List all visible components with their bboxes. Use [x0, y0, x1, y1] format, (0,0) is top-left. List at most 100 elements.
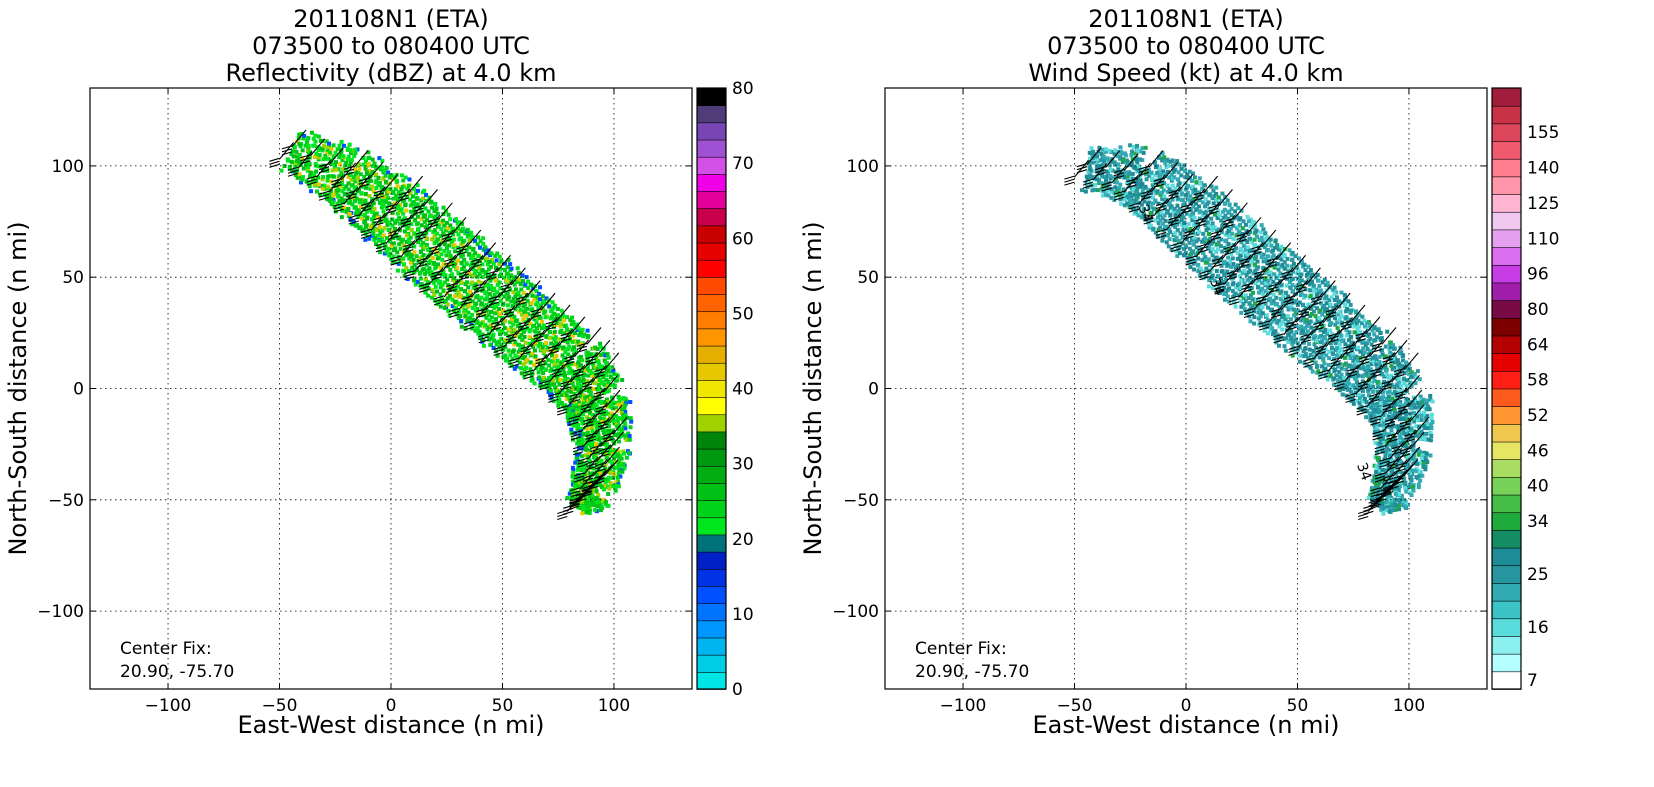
- data-cell: [1261, 265, 1266, 270]
- data-cell: [1231, 281, 1236, 286]
- data-cell: [1279, 322, 1284, 327]
- data-cell: [615, 452, 620, 457]
- barb-shaft: [328, 147, 344, 166]
- data-cell: [1185, 197, 1190, 202]
- data-cell: [378, 250, 383, 255]
- data-cell: [1252, 224, 1257, 229]
- data-cell: [1313, 300, 1318, 305]
- data-cell: [1221, 221, 1226, 226]
- data-cell: [475, 242, 480, 247]
- data-cell: [506, 257, 511, 262]
- data-cell: [477, 266, 482, 271]
- barb-feather: [306, 178, 317, 183]
- data-cell: [453, 306, 458, 311]
- data-cell: [1188, 226, 1193, 231]
- y-tick-label: 100: [52, 157, 84, 177]
- data-cell: [1192, 215, 1197, 220]
- data-cell: [336, 186, 341, 191]
- data-cell: [358, 198, 363, 203]
- barb-feather: [306, 175, 317, 180]
- data-cell: [577, 368, 582, 373]
- data-cell: [623, 422, 628, 427]
- data-cell: [567, 344, 572, 349]
- data-cell: [370, 170, 375, 175]
- data-cell: [1112, 160, 1117, 165]
- data-cell: [1259, 280, 1264, 285]
- data-cell: [314, 189, 319, 194]
- data-cell: [536, 306, 541, 311]
- data-cell: [495, 327, 500, 332]
- barb-feather: [456, 248, 467, 253]
- barb-feather: [539, 386, 550, 391]
- barb-feather: [333, 202, 344, 207]
- data-cell: [1112, 175, 1117, 180]
- data-cell: [618, 474, 623, 479]
- data-cell: [1317, 283, 1322, 288]
- data-cell: [1248, 229, 1253, 234]
- data-cell: [1135, 160, 1140, 165]
- data-cell: [1277, 324, 1282, 329]
- data-cell: [1255, 305, 1260, 310]
- barb-feather: [416, 257, 428, 262]
- data-cell: [546, 389, 551, 394]
- data-cell: [515, 279, 520, 284]
- data-cell: [1206, 200, 1211, 205]
- data-cell: [510, 337, 515, 342]
- barb-feather: [560, 380, 571, 385]
- data-cell: [1325, 332, 1330, 337]
- data-cell: [1156, 227, 1161, 232]
- data-cell: [1325, 338, 1330, 343]
- data-cell: [1325, 280, 1330, 285]
- barb-feather: [569, 392, 580, 398]
- data-cell: [562, 331, 567, 336]
- data-cell: [1084, 174, 1089, 179]
- data-cell: [488, 278, 493, 283]
- data-cell: [534, 313, 539, 318]
- data-cell: [1198, 209, 1203, 214]
- data-cell: [1271, 279, 1276, 284]
- data-cell: [1362, 373, 1367, 378]
- data-cell: [374, 186, 379, 191]
- data-cell: [1125, 177, 1130, 182]
- data-cell: [1187, 246, 1192, 251]
- colorbar-bin: [696, 499, 727, 519]
- data-cell: [1274, 262, 1279, 267]
- data-cell: [1337, 342, 1342, 347]
- data-cell: [1397, 361, 1402, 366]
- data-cell: [610, 395, 615, 400]
- data-cell: [1228, 226, 1233, 231]
- data-cell: [1097, 145, 1102, 150]
- barb-feather: [595, 411, 607, 416]
- data-cell: [455, 266, 460, 271]
- data-cell: [456, 232, 461, 237]
- data-cell: [560, 393, 565, 398]
- data-cell: [593, 507, 598, 512]
- data-cell: [553, 362, 558, 367]
- data-cell: [1265, 261, 1270, 266]
- data-cell: [606, 355, 611, 360]
- data-cell: [1324, 301, 1329, 306]
- data-cell: [616, 482, 621, 487]
- data-cell: [530, 293, 535, 298]
- data-cell: [442, 280, 447, 285]
- data-cell: [1371, 359, 1376, 364]
- data-cell: [1168, 212, 1173, 217]
- data-cell: [300, 177, 305, 182]
- data-cell: [456, 309, 461, 314]
- data-cell: [466, 310, 471, 315]
- data-cell: [579, 460, 584, 465]
- data-cell: [1400, 353, 1405, 358]
- data-cell: [1311, 309, 1316, 314]
- wind-barb: [358, 161, 384, 188]
- data-cell: [1228, 259, 1233, 264]
- data-cell: [1262, 245, 1267, 250]
- data-cell: [353, 185, 358, 190]
- data-cell: [385, 222, 390, 227]
- data-cell: [1206, 232, 1211, 237]
- data-cell: [1305, 311, 1310, 316]
- data-cell: [1133, 151, 1138, 156]
- data-cell: [1315, 292, 1320, 297]
- data-cell: [530, 313, 535, 318]
- barb-feather: [533, 332, 544, 337]
- data-cell: [1137, 192, 1142, 197]
